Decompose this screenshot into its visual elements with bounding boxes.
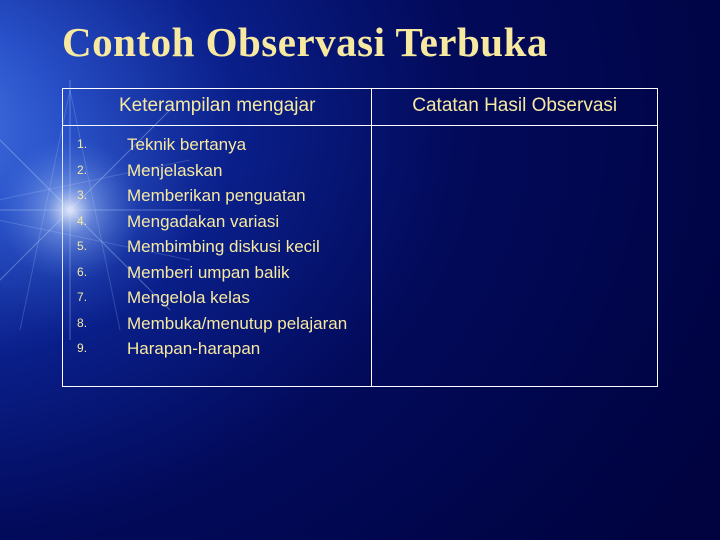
skills-list: Teknik bertanya Menjelaskan Memberikan p… <box>71 132 363 362</box>
list-item: Mengelola kelas <box>71 285 363 311</box>
list-item: Membuka/menutup pelajaran <box>71 311 363 337</box>
list-item: Menjelaskan <box>71 158 363 184</box>
notes-cell <box>372 126 658 387</box>
list-item: Memberi umpan balik <box>71 260 363 286</box>
list-item: Teknik bertanya <box>71 132 363 158</box>
slide-title: Contoh Observasi Terbuka <box>0 0 720 66</box>
skills-cell: Teknik bertanya Menjelaskan Memberikan p… <box>63 126 372 387</box>
column-header-skills: Keterampilan mengajar <box>63 89 372 126</box>
column-header-notes: Catatan Hasil Observasi <box>372 89 658 126</box>
list-item: Harapan-harapan <box>71 336 363 362</box>
list-item: Mengadakan variasi <box>71 209 363 235</box>
observation-table: Keterampilan mengajar Catatan Hasil Obse… <box>62 88 658 387</box>
list-item: Membimbing diskusi kecil <box>71 234 363 260</box>
list-item: Memberikan penguatan <box>71 183 363 209</box>
